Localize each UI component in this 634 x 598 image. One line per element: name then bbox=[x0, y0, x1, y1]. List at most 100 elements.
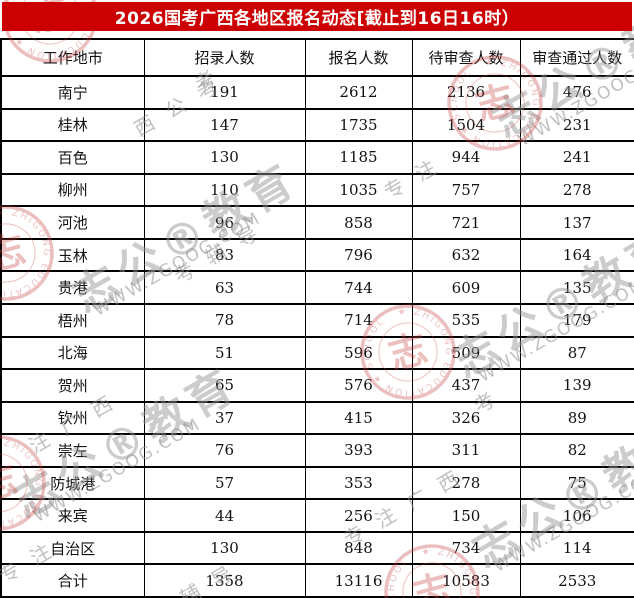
city-cell: 崇左 bbox=[0, 433, 145, 468]
value-cell: 106 bbox=[519, 498, 634, 533]
value-cell: 1035 bbox=[304, 172, 413, 208]
value-cell: 326 bbox=[411, 400, 521, 436]
value-cell: 78 bbox=[143, 302, 306, 338]
header-cell-3: 待审查人数 bbox=[411, 38, 521, 77]
value-cell: 311 bbox=[411, 433, 521, 468]
value-cell: 796 bbox=[304, 237, 413, 273]
header-row: 工作地市 招录人数 报名人数 待审查人数 审查通过人数 bbox=[0, 38, 634, 77]
city-cell: 百色 bbox=[0, 140, 145, 175]
value-cell: 135 bbox=[519, 270, 634, 305]
city-cell: 来宾 bbox=[0, 498, 145, 533]
value-cell: 82 bbox=[519, 433, 634, 468]
city-cell: 贺州 bbox=[0, 368, 145, 403]
table-row: 崇左 76 393 311 82 bbox=[0, 433, 634, 468]
value-cell: 65 bbox=[143, 368, 306, 403]
value-cell: 1735 bbox=[304, 107, 413, 143]
value-cell: 51 bbox=[143, 335, 306, 371]
table-row: 贵港 63 744 609 135 bbox=[0, 270, 634, 305]
table-row: 贺州 65 576 437 139 bbox=[0, 368, 634, 403]
city-cell: 防城港 bbox=[0, 465, 145, 501]
header-cell-1: 招录人数 bbox=[143, 38, 306, 77]
value-cell: 757 bbox=[411, 172, 521, 208]
value-cell: 393 bbox=[304, 433, 413, 468]
value-cell: 147 bbox=[143, 107, 306, 143]
city-cell: 南宁 bbox=[0, 75, 145, 110]
value-cell: 13116 bbox=[304, 563, 413, 598]
value-cell: 415 bbox=[304, 400, 413, 436]
city-cell: 柳州 bbox=[0, 172, 145, 208]
table-row: 防城港 57 353 278 75 bbox=[0, 465, 634, 501]
value-cell: 10583 bbox=[411, 563, 521, 598]
table-row: 来宾 44 256 150 106 bbox=[0, 498, 634, 533]
registration-table: 工作地市 招录人数 报名人数 待审查人数 审查通过人数 南宁 191 2612 2136 476… bbox=[0, 38, 634, 598]
value-cell: 96 bbox=[143, 205, 306, 240]
value-cell: 721 bbox=[411, 205, 521, 240]
value-cell: 858 bbox=[304, 205, 413, 240]
table-row: 梧州 78 714 535 179 bbox=[0, 302, 634, 338]
value-cell: 2136 bbox=[411, 75, 521, 110]
table-row: 桂林 147 1735 1504 231 bbox=[0, 107, 634, 143]
value-cell: 535 bbox=[411, 302, 521, 338]
value-cell: 139 bbox=[519, 368, 634, 403]
value-cell: 63 bbox=[143, 270, 306, 305]
value-cell: 2533 bbox=[519, 563, 634, 598]
city-cell: 梧州 bbox=[0, 302, 145, 338]
value-cell: 944 bbox=[411, 140, 521, 175]
value-cell: 509 bbox=[411, 335, 521, 371]
city-cell: 钦州 bbox=[0, 400, 145, 436]
value-cell: 241 bbox=[519, 140, 634, 175]
city-cell: 河池 bbox=[0, 205, 145, 240]
value-cell: 110 bbox=[143, 172, 306, 208]
value-cell: 137 bbox=[519, 205, 634, 240]
value-cell: 130 bbox=[143, 530, 306, 566]
value-cell: 1504 bbox=[411, 107, 521, 143]
table-row: 南宁 191 2612 2136 476 bbox=[0, 75, 634, 110]
value-cell: 44 bbox=[143, 498, 306, 533]
value-cell: 734 bbox=[411, 530, 521, 566]
table-row: 河池 96 858 721 137 bbox=[0, 205, 634, 240]
page-title: 2026国考广西各地区报名动态[截止到16日16时） bbox=[114, 9, 520, 29]
value-cell: 191 bbox=[143, 75, 306, 110]
value-cell: 576 bbox=[304, 368, 413, 403]
value-cell: 476 bbox=[519, 75, 634, 110]
value-cell: 256 bbox=[304, 498, 413, 533]
value-cell: 353 bbox=[304, 465, 413, 501]
value-cell: 231 bbox=[519, 107, 634, 143]
value-cell: 278 bbox=[519, 172, 634, 208]
value-cell: 609 bbox=[411, 270, 521, 305]
table-row: 合计 1358 13116 10583 2533 bbox=[0, 563, 634, 598]
value-cell: 278 bbox=[411, 465, 521, 501]
header-cell-4: 审查通过人数 bbox=[519, 38, 634, 77]
value-cell: 37 bbox=[143, 400, 306, 436]
value-cell: 1185 bbox=[304, 140, 413, 175]
value-cell: 1358 bbox=[143, 563, 306, 598]
title-bar: 2026国考广西各地区报名动态[截止到16日16时） bbox=[2, 2, 632, 31]
header-cell-0: 工作地市 bbox=[0, 38, 145, 77]
table-row: 自治区 130 848 734 114 bbox=[0, 530, 634, 566]
table-row: 北海 51 596 509 87 bbox=[0, 335, 634, 371]
value-cell: 130 bbox=[143, 140, 306, 175]
city-cell: 合计 bbox=[0, 563, 145, 598]
value-cell: 596 bbox=[304, 335, 413, 371]
value-cell: 75 bbox=[519, 465, 634, 501]
city-cell: 自治区 bbox=[0, 530, 145, 566]
value-cell: 87 bbox=[519, 335, 634, 371]
table-row: 玉林 83 796 632 164 bbox=[0, 237, 634, 273]
table-row: 钦州 37 415 326 89 bbox=[0, 400, 634, 436]
value-cell: 89 bbox=[519, 400, 634, 436]
table-row: 柳州 110 1035 757 278 bbox=[0, 172, 634, 208]
value-cell: 179 bbox=[519, 302, 634, 338]
value-cell: 83 bbox=[143, 237, 306, 273]
value-cell: 76 bbox=[143, 433, 306, 468]
header-cell-2: 报名人数 bbox=[304, 38, 413, 77]
value-cell: 848 bbox=[304, 530, 413, 566]
city-cell: 贵港 bbox=[0, 270, 145, 305]
city-cell: 北海 bbox=[0, 335, 145, 371]
city-cell: 玉林 bbox=[0, 237, 145, 273]
value-cell: 114 bbox=[519, 530, 634, 566]
city-cell: 桂林 bbox=[0, 107, 145, 143]
value-cell: 150 bbox=[411, 498, 521, 533]
value-cell: 57 bbox=[143, 465, 306, 501]
value-cell: 744 bbox=[304, 270, 413, 305]
